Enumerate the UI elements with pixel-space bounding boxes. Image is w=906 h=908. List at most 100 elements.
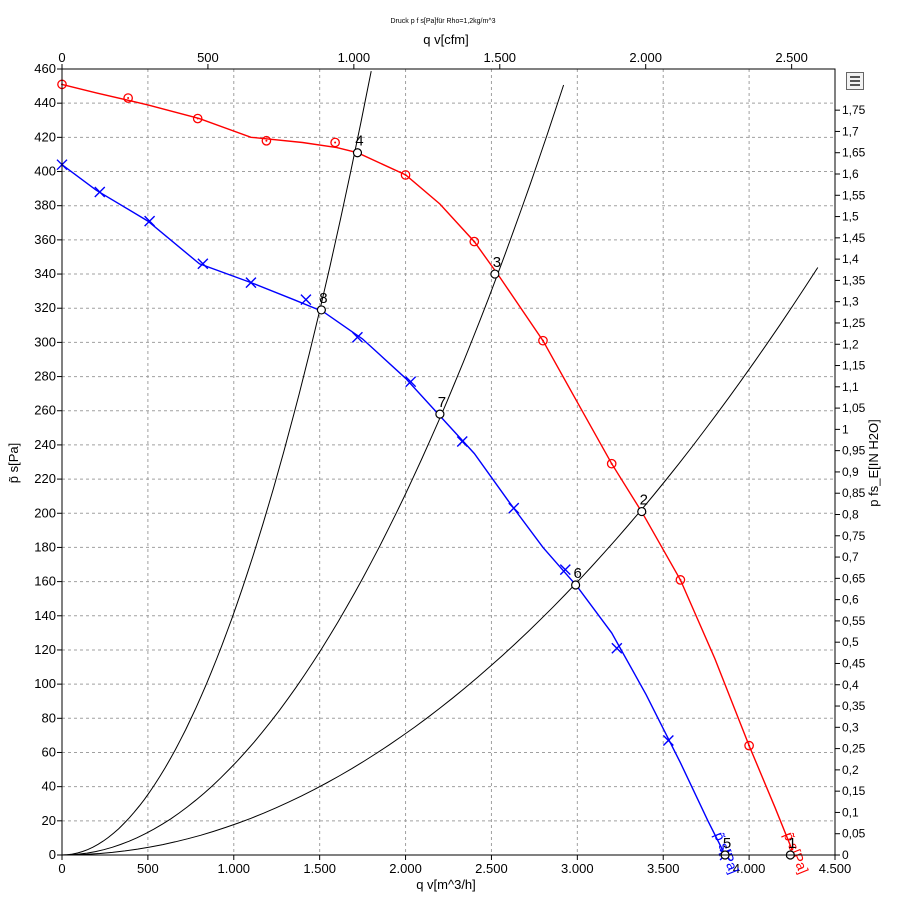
series-marker-dot [542, 340, 544, 342]
y2-tick-label: 1,4 [842, 252, 859, 266]
y2-tick-label: 0,3 [842, 720, 859, 734]
y-tick-label: 380 [34, 198, 56, 213]
y-tick-label: 400 [34, 164, 56, 179]
y2-tick-label: 1,2 [842, 337, 859, 351]
series-marker-dot [611, 463, 613, 465]
operating-point [638, 508, 646, 516]
y2-tick-label: 0,05 [842, 827, 866, 841]
y2-tick-label: 1,35 [842, 273, 866, 287]
series-marker-dot [265, 140, 267, 142]
series-marker [509, 503, 519, 513]
system-curve [62, 71, 371, 855]
y-tick-label: 0 [49, 847, 56, 862]
series-marker-dot [405, 174, 407, 176]
y-tick-label: 300 [34, 334, 56, 349]
operating-point-label: 3 [493, 254, 501, 271]
y-tick-label: 140 [34, 608, 56, 623]
y2-tick-label: 0,25 [842, 742, 866, 756]
series-line [62, 165, 725, 855]
operating-point-label: 7 [438, 394, 446, 411]
y-tick-label: 340 [34, 266, 56, 281]
operating-point-label: 5 [723, 835, 731, 852]
y2-tick-label: 1,25 [842, 316, 866, 330]
x-tick-label: 3.000 [561, 861, 594, 876]
x-tick-label: 2.000 [389, 861, 422, 876]
chart-title: Druck p f s[Pa]für Rho=1,2kg/m^3 [390, 18, 495, 25]
series-marker [663, 736, 673, 746]
y-tick-label: 460 [34, 61, 56, 76]
y-tick-label: 220 [34, 471, 56, 486]
system-curves [62, 71, 818, 855]
x-tick-label: 4.500 [819, 861, 852, 876]
x-tick-label: 500 [137, 861, 159, 876]
operating-point-label: 8 [319, 290, 327, 307]
y2-tick-label: 1,65 [842, 146, 866, 160]
series-marker-dot [473, 241, 475, 243]
system-curve [62, 268, 818, 856]
y2-tick-label: 0,15 [842, 784, 866, 798]
y2-tick-label: 0,95 [842, 444, 866, 458]
x2-tick-label: 2.000 [629, 50, 662, 65]
y2-tick-label: 1,6 [842, 167, 859, 181]
y-tick-label: 60 [42, 744, 56, 759]
operating-point [353, 149, 361, 157]
x-tick-label: 1.500 [303, 861, 336, 876]
series-marker-dot [748, 745, 750, 747]
y2-tick-label: 1,5 [842, 210, 859, 224]
series-marker-dot [127, 97, 129, 99]
y2-tick-label: 0 [842, 848, 849, 862]
y2-tick-label: 1,1 [842, 380, 859, 394]
operating-points: 1 2 3 4 5 6 7 8 [317, 133, 796, 859]
y2-tick-label: 0,4 [842, 678, 859, 692]
y2-tick-label: 1,55 [842, 188, 866, 202]
y2-tick-label: 1,15 [842, 359, 866, 373]
chart-menu-icon[interactable] [846, 72, 864, 90]
series-line [62, 84, 792, 850]
y-tick-label: 360 [34, 232, 56, 247]
y2-tick-label: 0,5 [842, 635, 859, 649]
system-curve [62, 85, 564, 855]
y-tick-label: 440 [34, 95, 56, 110]
y2-tick-label: 0,9 [842, 465, 859, 479]
grid-lines [62, 69, 835, 855]
x2-tick-label: 500 [197, 50, 219, 65]
x-tick-label: 0 [58, 861, 65, 876]
y-tick-label: 160 [34, 574, 56, 589]
y2-tick-label: 1,05 [842, 401, 866, 415]
operating-point [491, 270, 499, 278]
x2-axis-title: q v[cfm] [423, 32, 469, 47]
y2-axis-title: p fs_E[IN H2O] [866, 419, 881, 506]
y2-tick-label: 0,55 [842, 614, 866, 628]
y2-tick-label: 0,45 [842, 656, 866, 670]
fan-series: p̃ s[Pa]p̃ s[Pa] [57, 80, 812, 876]
plot-frame [62, 69, 835, 855]
y2-tick-label: 1,7 [842, 124, 859, 138]
y-axis-title: p̃ s[Pa] [6, 443, 21, 483]
operating-point [436, 410, 444, 418]
y-tick-label: 120 [34, 642, 56, 657]
x2-tick-label: 2.500 [775, 50, 808, 65]
y-tick-label: 200 [34, 505, 56, 520]
series-marker-dot [334, 141, 336, 143]
y2-tick-label: 1,3 [842, 295, 859, 309]
y2-tick-label: 0,65 [842, 571, 866, 585]
y2-tick-label: 0,2 [842, 763, 859, 777]
y2-tick-label: 1,75 [842, 103, 866, 117]
series-marker [301, 295, 311, 305]
x-axis-title: q v[m^3/h] [416, 877, 476, 892]
y2-tick-label: 1 [842, 422, 849, 436]
series-marker [145, 216, 155, 226]
y-tick-label: 280 [34, 369, 56, 384]
y-tick-label: 20 [42, 813, 56, 828]
x2-tick-label: 0 [58, 50, 65, 65]
y-tick-label: 80 [42, 710, 56, 725]
x-tick-label: 2.500 [475, 861, 508, 876]
y2-tick-label: 0,35 [842, 699, 866, 713]
y-tick-label: 260 [34, 403, 56, 418]
y2-tick-label: 0,85 [842, 486, 866, 500]
series-marker-dot [679, 579, 681, 581]
operating-point-label: 4 [355, 133, 363, 150]
y2-tick-label: 0,75 [842, 529, 866, 543]
series-marker [457, 436, 467, 446]
